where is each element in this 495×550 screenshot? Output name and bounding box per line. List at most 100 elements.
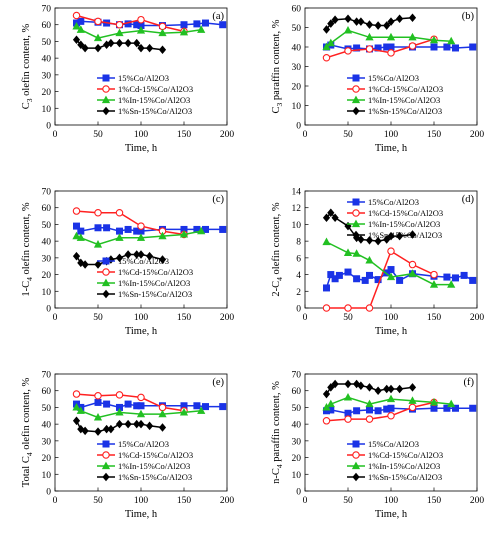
series-line-2 [326,396,452,408]
data-point [137,43,145,53]
data-point [94,398,102,406]
data-point [219,225,227,233]
data-point [374,407,382,415]
data-point [124,38,132,48]
x-tick-label: 100 [134,313,149,323]
panel-tag: (b) [462,11,475,22]
data-point [133,38,141,48]
legend-marker [101,461,111,470]
data-point [158,45,167,55]
y-axis-label: 1-C4 olefin content, % [21,202,34,296]
data-point [322,417,331,425]
data-point [136,233,146,241]
data-point [93,413,103,421]
x-axis-label: Time, h [375,326,408,337]
data-point [386,32,396,41]
chart-panel-5: 0 50 100 150 200 0 10 20 30 40 50 60 70 Time, h n-C4 p… [271,371,484,521]
y-tick-label: 8 [296,238,301,248]
legend-marker [101,95,111,104]
x-axis-label: Time, h [375,143,408,154]
data-point [387,266,395,274]
chart-panel-1: 0 50 100 150 200 0 10 20 30 40 50 60 Time, h C3 paraf… [271,5,484,155]
legend-marker [352,440,360,448]
data-point [387,384,395,394]
y-tick-label: 20 [42,88,52,98]
y-tick-label: 50 [42,38,52,48]
data-point [219,21,227,29]
data-point [94,208,102,217]
x-tick-label: 0 [53,496,58,506]
y-tick-label: 50 [42,221,52,231]
data-point [429,397,439,406]
legend-entry: 1%Sn-15%Co/Al2O3 [368,230,442,240]
y-tick-label: 70 [42,371,52,381]
data-point [387,404,395,412]
legend-marker [102,472,110,482]
x-tick-label: 50 [343,313,353,323]
data-point [365,45,374,53]
data-point [322,53,331,62]
data-point [331,213,339,223]
y-axis-label: C3 olefin content, % [21,24,34,110]
x-axis-label: Time, h [375,509,408,520]
x-tick-label: 50 [343,496,353,506]
data-point [81,43,89,53]
x-tick-label: 100 [384,496,399,506]
x-tick-label: 200 [220,313,235,323]
data-point [387,412,395,420]
x-axis-label: Time, h [125,143,158,154]
data-point [124,225,132,233]
legend-entry: 15%Co/Al2O3 [118,256,169,266]
data-point [193,20,201,28]
legend-marker [352,472,360,482]
data-point [353,407,361,415]
data-point [443,43,451,51]
data-point [374,236,382,246]
data-point [115,20,124,29]
y-tick-label: 10 [42,288,52,298]
y-tick-label: 10 [292,102,302,112]
data-point [201,403,209,411]
y-tick-label: 30 [292,63,302,73]
data-point [343,25,353,34]
legend-marker [351,95,361,104]
data-point [344,47,352,55]
y-tick-label: 60 [292,387,302,397]
data-point [197,25,206,33]
data-point [94,224,102,232]
data-point [429,35,439,44]
y-tick-label: 6 [296,254,301,264]
data-point [447,399,456,408]
y-tick-label: 14 [292,188,302,198]
panel-tag: (f) [464,377,475,388]
data-point [137,419,145,429]
data-point [408,32,417,41]
data-point [137,15,145,24]
data-point [429,280,439,288]
data-point [365,271,373,279]
data-point [327,383,335,392]
y-tick-label: 20 [42,454,52,464]
legend-marker [352,85,360,93]
data-point [72,416,81,426]
data-point [72,21,81,30]
y-tick-label: 40 [292,44,302,54]
legend-entry: 1%Sn-15%Co/Al2O3 [368,106,442,116]
y-tick-label: 4 [296,271,301,281]
data-point [443,273,451,281]
y-tick-label: 12 [292,204,302,214]
y-tick-label: 2 [296,288,301,298]
y-tick-label: 40 [42,238,52,248]
y-tick-label: 0 [296,488,301,498]
y-tick-label: 20 [292,83,302,93]
data-point [331,379,339,389]
data-point [179,27,189,36]
legend-entry: 1%In-15%Co/Al2O3 [118,278,190,288]
data-point [365,20,374,29]
data-point [447,280,456,288]
x-tick-label: 200 [220,496,235,506]
data-point [77,424,85,434]
y-tick-label: 50 [292,404,302,414]
data-point [326,38,335,47]
data-point [179,230,189,238]
